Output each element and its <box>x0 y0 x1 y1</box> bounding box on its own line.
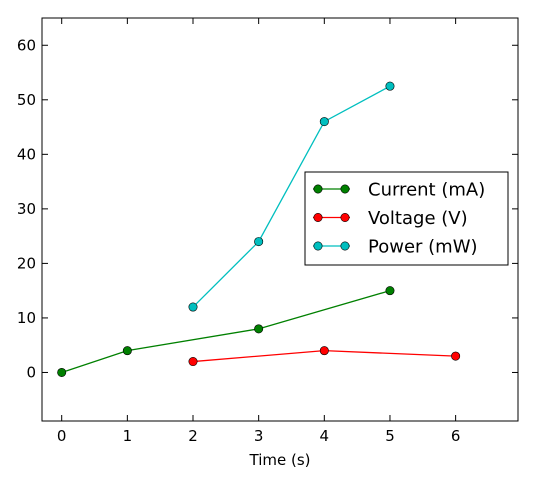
data-point-current-ma <box>57 367 67 377</box>
legend-box <box>304 171 509 266</box>
series-line-power-mw <box>192 85 391 308</box>
data-point-voltage-v <box>188 357 198 367</box>
data-point-current-ma <box>122 346 132 356</box>
y-tick-label: 10 <box>17 309 36 327</box>
y-tick-label: 30 <box>17 200 36 218</box>
x-tick-label: 1 <box>123 427 133 445</box>
plot-area <box>57 81 461 377</box>
y-tick-label: 60 <box>17 36 36 54</box>
axis-ticks <box>42 18 518 421</box>
data-point-voltage-v <box>451 351 461 361</box>
legend-marker-voltage-v <box>313 213 323 223</box>
series-line-current-ma <box>61 290 391 374</box>
y-tick-label: 50 <box>17 91 36 109</box>
data-point-power-mw <box>188 302 198 312</box>
data-point-power-mw <box>319 117 329 127</box>
data-point-current-ma <box>385 286 395 296</box>
legend-marker-power-mw <box>340 241 350 251</box>
legend-marker-power-mw <box>313 241 323 251</box>
x-tick-label: 6 <box>451 427 461 445</box>
legend-marker-current-ma <box>340 184 350 194</box>
legend-label-current-ma: Current (mA) <box>368 180 485 201</box>
legend-label-voltage-v: Voltage (V) <box>368 208 468 229</box>
y-tick-label: 20 <box>17 254 36 272</box>
legend-marker-voltage-v <box>340 213 350 223</box>
legend-marker-current-ma <box>313 184 323 194</box>
data-point-power-mw <box>254 237 264 247</box>
x-tick-label: 2 <box>188 427 198 445</box>
x-axis-label: Time (s) <box>249 451 311 469</box>
x-tick-label: 4 <box>320 427 330 445</box>
x-tick-label: 0 <box>57 427 67 445</box>
data-point-current-ma <box>254 324 264 334</box>
y-tick-label: 0 <box>26 363 36 381</box>
legend-label-power-mw: Power (mW) <box>368 237 478 258</box>
y-tick-label: 40 <box>17 145 36 163</box>
x-tick-label: 3 <box>254 427 264 445</box>
legend: Current (mA) Voltage (V) Power (mW) <box>304 171 509 266</box>
data-point-power-mw <box>385 81 395 91</box>
data-point-voltage-v <box>319 346 329 356</box>
x-tick-label: 5 <box>385 427 395 445</box>
plot-frame <box>41 17 519 422</box>
